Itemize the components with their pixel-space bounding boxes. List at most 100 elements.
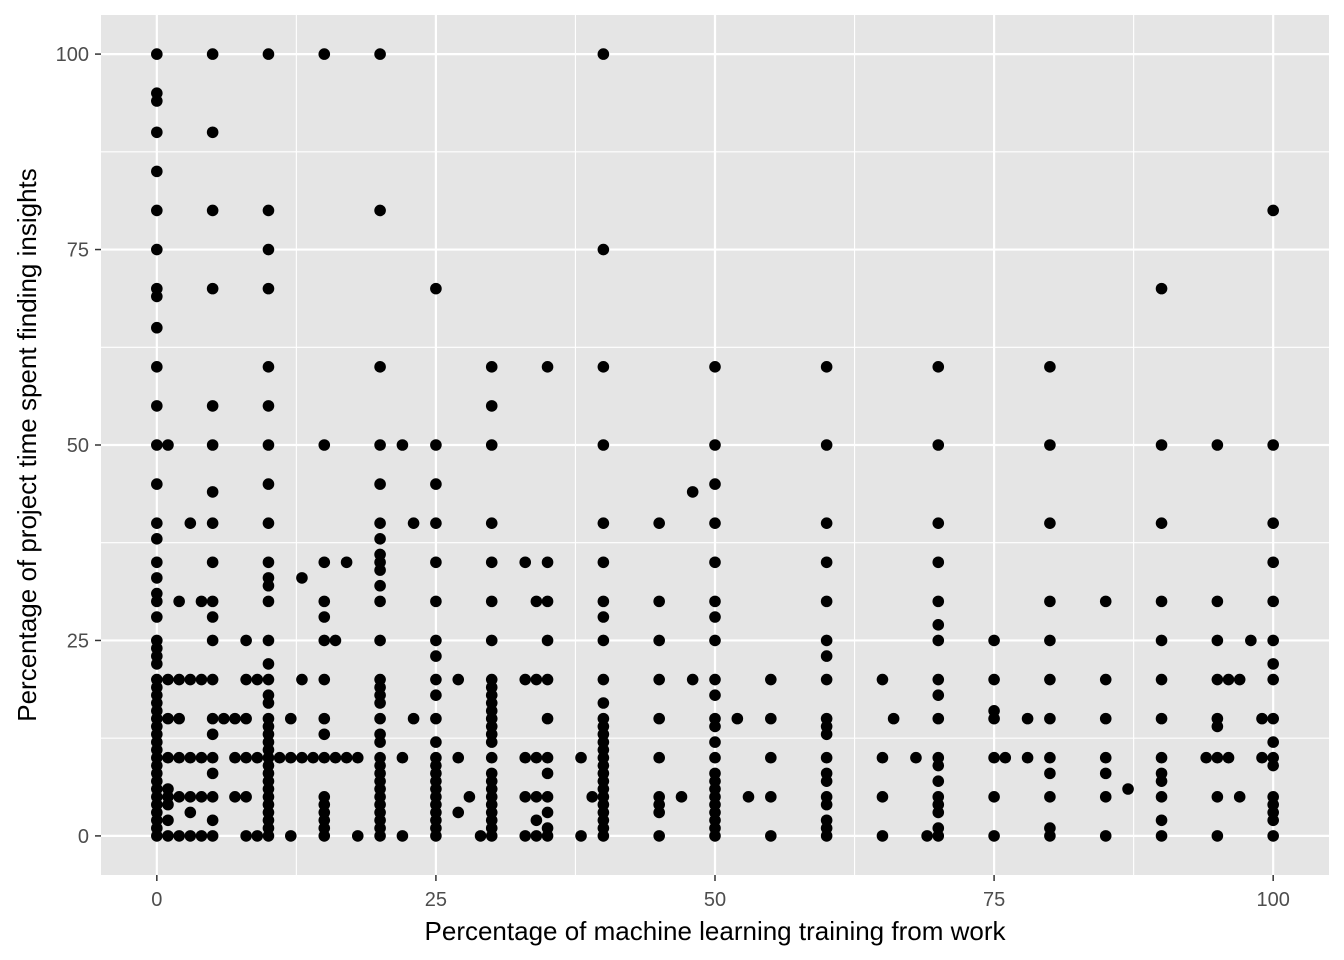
data-point [485, 595, 498, 608]
data-point [988, 751, 1000, 764]
data-point [430, 556, 442, 569]
data-point [318, 830, 331, 842]
data-point [1155, 791, 1168, 803]
data-point [597, 361, 610, 373]
data-point [173, 712, 185, 725]
data-point [653, 634, 665, 647]
data-point [396, 751, 409, 764]
data-point [709, 634, 721, 647]
data-point [262, 243, 275, 256]
data-point [240, 751, 252, 764]
x-tick-label: 100 [1256, 889, 1289, 911]
data-point [262, 478, 275, 490]
data-point [151, 658, 163, 670]
data-point [206, 634, 219, 647]
data-point [597, 439, 610, 451]
data-point [162, 830, 174, 842]
data-point [262, 361, 275, 373]
data-point [1267, 595, 1279, 608]
data-point [162, 814, 174, 827]
data-point [820, 728, 833, 741]
y-axis-ticks: 0 25 50 75 100 [56, 44, 101, 848]
x-axis-ticks: 0 25 50 75 100 [151, 875, 1290, 911]
data-point [206, 611, 219, 623]
data-point [407, 517, 420, 529]
data-point [1155, 830, 1168, 842]
data-point [1267, 556, 1279, 569]
y-tick-label: 100 [56, 44, 89, 66]
data-point [1211, 751, 1224, 764]
data-point [151, 126, 163, 139]
data-point [430, 673, 442, 686]
data-point [463, 791, 476, 803]
data-point [374, 361, 386, 373]
data-point [597, 634, 610, 647]
data-point [318, 595, 331, 608]
data-point [262, 556, 275, 569]
data-point [820, 361, 833, 373]
data-point [296, 572, 308, 584]
data-point [988, 712, 1000, 725]
data-point [162, 798, 174, 811]
data-point [820, 751, 833, 764]
data-point [519, 556, 532, 569]
x-axis-title: Percentage of machine learning training … [425, 916, 1007, 946]
data-point [530, 751, 543, 764]
data-point [240, 634, 252, 647]
data-point [184, 830, 197, 842]
data-point [1222, 751, 1235, 764]
data-point [597, 697, 610, 709]
data-point [206, 673, 219, 686]
data-point [151, 165, 163, 178]
data-point [318, 728, 331, 741]
data-point [1099, 751, 1112, 764]
data-point [1155, 673, 1168, 686]
data-point [597, 48, 610, 60]
data-point [195, 830, 208, 842]
data-point [206, 814, 219, 827]
data-point [452, 673, 465, 686]
data-point [932, 759, 945, 772]
data-point [206, 728, 219, 741]
data-point [1211, 830, 1224, 842]
data-point [653, 751, 665, 764]
data-point [374, 533, 386, 545]
data-point [1122, 783, 1134, 795]
data-point [1044, 830, 1056, 842]
data-point [519, 751, 532, 764]
data-point [519, 673, 532, 686]
data-point [262, 830, 275, 842]
data-point [1021, 712, 1034, 725]
data-point [374, 595, 386, 608]
data-point [340, 751, 353, 764]
data-point [151, 400, 163, 412]
data-point [1155, 751, 1168, 764]
data-point [218, 712, 230, 725]
data-point [1099, 595, 1112, 608]
data-point [1044, 595, 1056, 608]
data-point [374, 736, 386, 748]
data-point [1099, 712, 1112, 725]
data-point [820, 775, 833, 787]
data-point [407, 712, 420, 725]
data-point [374, 579, 386, 592]
data-point [485, 751, 498, 764]
data-points [151, 48, 1279, 842]
data-point [1155, 634, 1168, 647]
data-point [921, 830, 933, 842]
data-point [206, 126, 219, 139]
data-point [530, 814, 543, 827]
data-point [251, 751, 264, 764]
data-point [206, 556, 219, 569]
data-point [430, 595, 442, 608]
data-point [988, 830, 1000, 842]
data-point [1099, 830, 1112, 842]
data-point [184, 751, 197, 764]
data-point [318, 439, 331, 451]
data-point [932, 619, 945, 631]
data-point [485, 361, 498, 373]
data-point [530, 830, 543, 842]
data-point [430, 439, 442, 451]
data-point [151, 439, 163, 451]
